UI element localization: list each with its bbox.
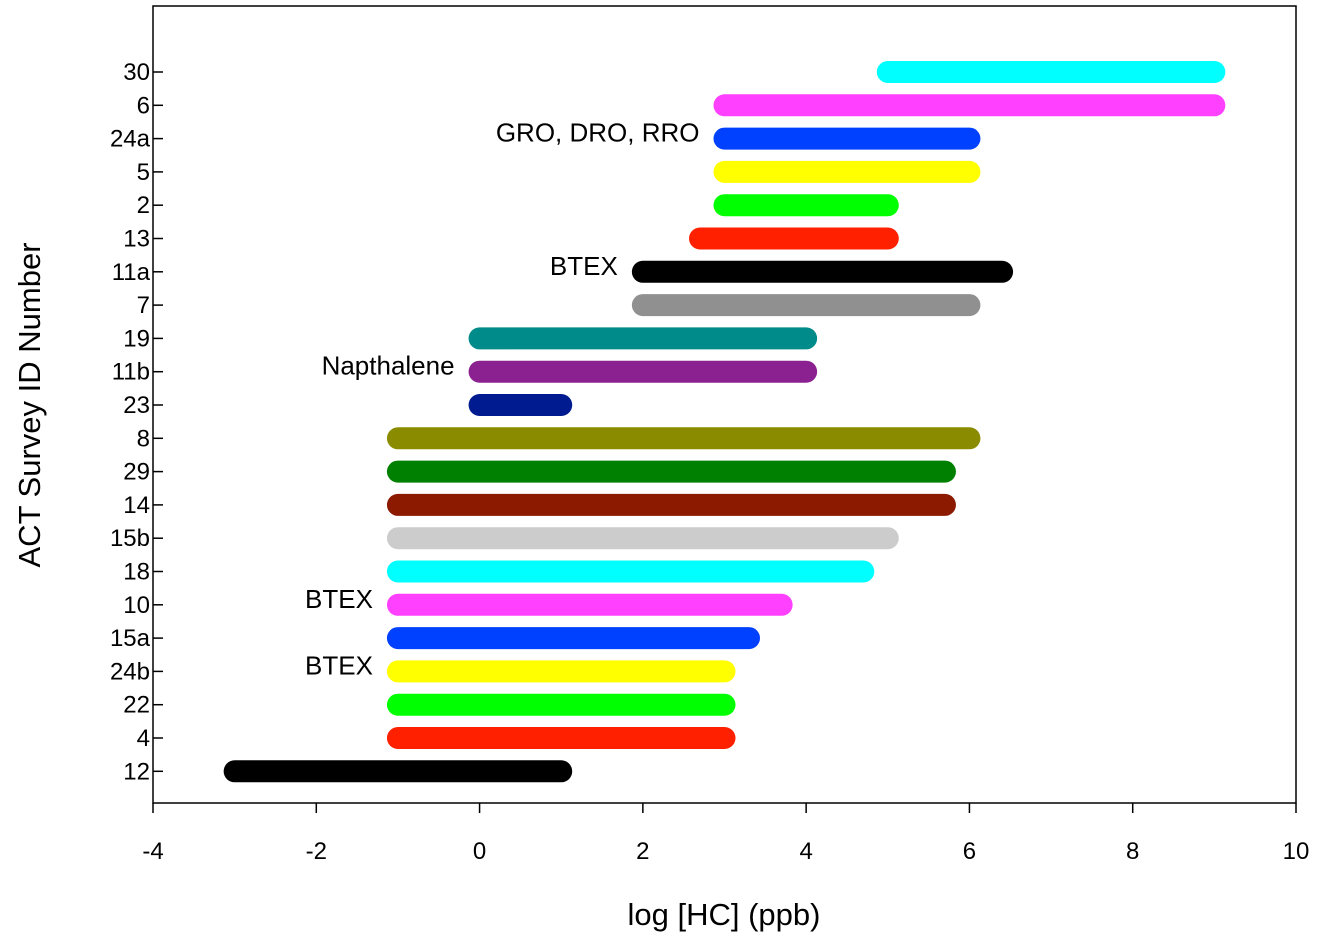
y-tick-label: 13 xyxy=(123,226,150,253)
y-tick-label: 19 xyxy=(123,325,150,352)
bar-11a xyxy=(631,260,1014,283)
y-tick-label: 11b xyxy=(112,359,150,386)
bar-10 xyxy=(386,593,793,616)
x-tick-label: 6 xyxy=(963,838,976,865)
x-tick-label: 0 xyxy=(473,838,486,865)
y-tick-label: 7 xyxy=(137,292,150,319)
y-axis-label: ACT Survey ID Number xyxy=(12,242,47,567)
bar-6 xyxy=(713,94,1226,117)
x-tick-label: -2 xyxy=(306,838,327,865)
x-tick-label: 2 xyxy=(636,838,649,865)
bar-24a xyxy=(713,127,981,150)
annotation-label: Napthalene xyxy=(322,351,455,381)
bar-4 xyxy=(386,727,736,749)
bar-29 xyxy=(386,460,956,483)
y-tick-label: 23 xyxy=(123,392,150,419)
y-tick-label: 2 xyxy=(137,192,150,219)
annotation-label: BTEX xyxy=(305,584,373,614)
bar-19 xyxy=(468,327,818,350)
bar-15a xyxy=(386,627,760,650)
y-tick-label: 30 xyxy=(123,59,150,86)
y-tick-label: 24a xyxy=(110,126,151,153)
x-tick-label: 4 xyxy=(799,838,812,865)
bar-15b xyxy=(386,527,899,550)
bar-22 xyxy=(386,693,736,716)
y-tick-label: 8 xyxy=(137,425,150,452)
bar-11b xyxy=(468,360,818,383)
y-tick-label: 10 xyxy=(123,592,150,619)
y-tick-label: 6 xyxy=(137,92,150,119)
y-tick-label: 22 xyxy=(123,692,150,719)
y-tick-label: 29 xyxy=(123,459,150,486)
bar-14 xyxy=(386,493,956,516)
annotation-label: BTEX xyxy=(305,650,373,680)
y-tick-label: 15b xyxy=(110,525,150,552)
y-axis-ticks: 30 6 24a 5 2 13 11a 7 19 11b 23 8 29 14 15b 18 10 15a 24b 2… xyxy=(110,59,163,785)
bar-5 xyxy=(713,160,981,183)
bar-2 xyxy=(713,194,899,217)
bar-12 xyxy=(223,760,573,783)
x-tick-label: 8 xyxy=(1126,838,1139,865)
bar-18 xyxy=(386,560,875,583)
bar-13 xyxy=(689,227,899,250)
x-axis-label: log [HC] (ppb) xyxy=(628,897,821,932)
y-tick-label: 18 xyxy=(123,559,150,586)
y-tick-label: 24b xyxy=(110,658,150,685)
bar-23 xyxy=(468,394,573,416)
annotation-label: BTEX xyxy=(550,251,618,281)
x-tick-label: -4 xyxy=(142,838,163,865)
x-tick-label: 10 xyxy=(1283,838,1310,865)
annotation-label: GRO, DRO, RRO xyxy=(496,118,700,148)
y-tick-label: 12 xyxy=(123,758,150,785)
bar-24b xyxy=(386,660,736,683)
annotations-layer: GRO, DRO, RRO BTEX Napthalene BTEX BTEX xyxy=(305,118,699,681)
x-axis-ticks: -4 -2 0 2 4 6 8 10 xyxy=(142,803,1309,865)
y-tick-label: 11a xyxy=(112,259,151,286)
y-tick-label: 14 xyxy=(123,492,150,519)
plot-frame xyxy=(152,5,1297,804)
bar-30 xyxy=(876,61,1226,83)
y-tick-label: 15a xyxy=(110,625,151,652)
bar-7 xyxy=(631,294,981,317)
bars-layer xyxy=(223,61,1226,783)
y-tick-label: 5 xyxy=(137,159,150,186)
y-tick-label: 4 xyxy=(137,725,150,752)
bar-8 xyxy=(386,427,981,450)
